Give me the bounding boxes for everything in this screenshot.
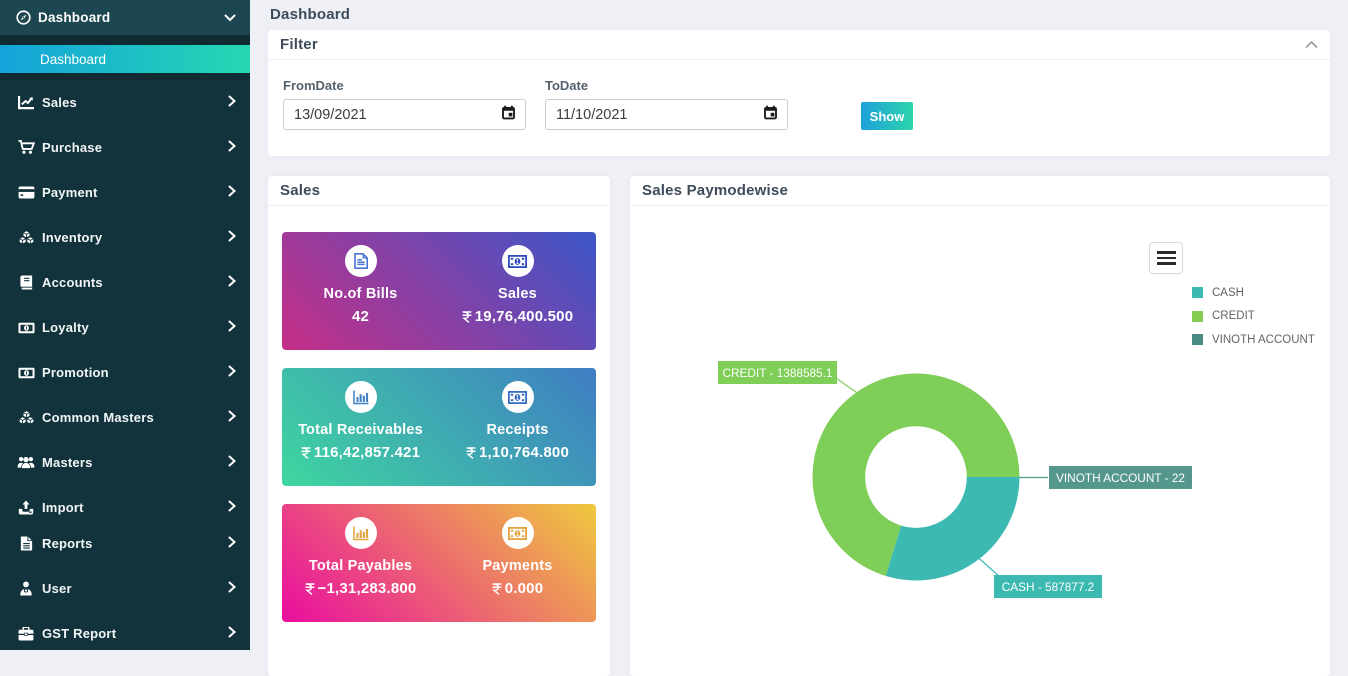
svg-text:1: 1 [516,531,520,538]
svg-text:1: 1 [516,395,520,402]
svg-text:1: 1 [516,259,520,266]
